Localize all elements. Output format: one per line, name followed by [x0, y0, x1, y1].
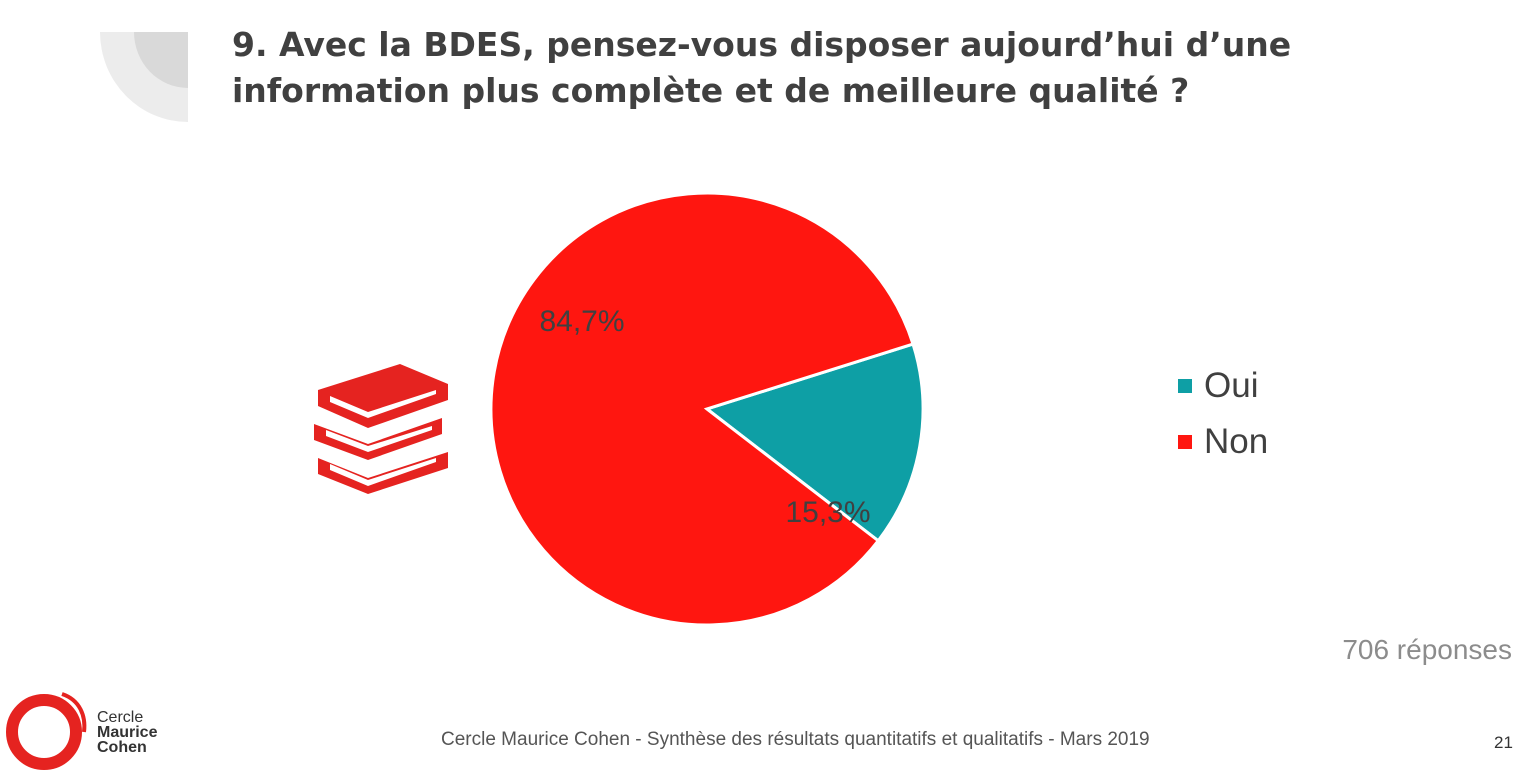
legend-swatch — [1178, 379, 1192, 393]
legend-item-oui: Oui — [1178, 358, 1268, 414]
data-label-oui: 15,3% — [785, 496, 870, 529]
pie-slice-non — [489, 191, 915, 627]
responses-count: 706 réponses — [1342, 634, 1512, 665]
books-icon — [314, 364, 448, 494]
page-number: 21 — [1494, 733, 1513, 752]
decorative-corner-shape — [100, 32, 188, 122]
footer-text: Cercle Maurice Cohen - Synthèse des résu… — [441, 729, 1150, 750]
logo-ring-icon — [6, 692, 87, 770]
legend-label: Oui — [1204, 366, 1259, 405]
logo-text: Cercle Maurice Cohen — [97, 709, 158, 756]
legend-item-non: Non — [1178, 414, 1268, 470]
data-label-non: 84,7% — [539, 305, 624, 338]
logo-line-2: Maurice — [97, 724, 158, 741]
legend-swatch — [1178, 435, 1192, 449]
legend-label: Non — [1204, 422, 1269, 461]
page-title: 9. Avec la BDES, pensez-vous disposer au… — [232, 25, 1292, 110]
logo-line-3: Cohen — [97, 739, 147, 756]
logo-line-1: Cercle — [97, 709, 144, 726]
chart-legend: Oui Non — [1178, 358, 1268, 470]
